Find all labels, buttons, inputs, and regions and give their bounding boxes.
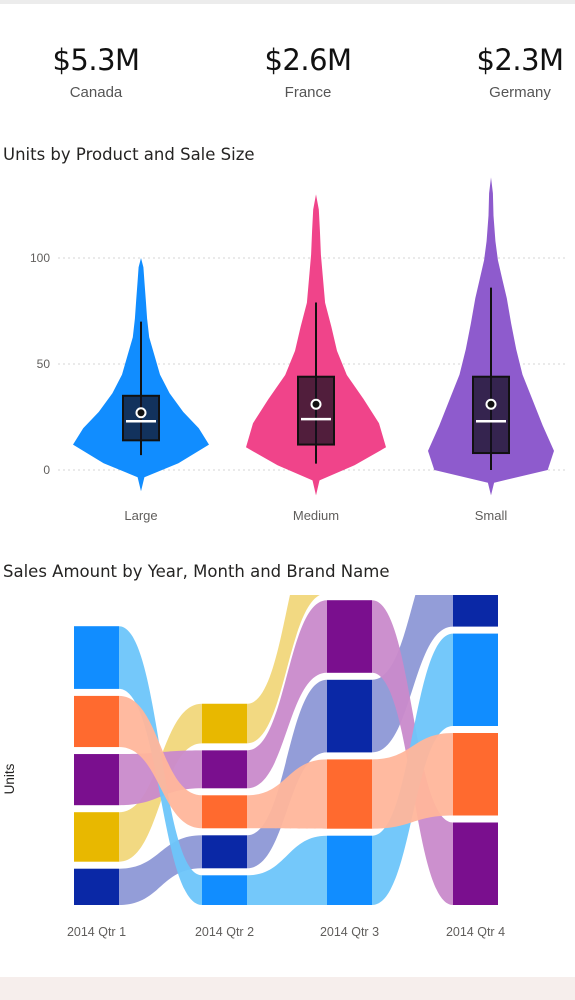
violin-chart[interactable]: 0 50 100 Large Medium Small (0, 170, 575, 540)
x-category-label: Small (475, 508, 508, 523)
kpi-card-germany[interactable]: $2.3M Germany (440, 40, 575, 101)
box-iqr (297, 375, 335, 446)
ribbon-segment (327, 835, 372, 905)
ribbon-segment (202, 750, 247, 789)
ribbon-band (372, 733, 453, 829)
kpi-card-france[interactable]: $2.6M France (228, 40, 388, 101)
x-category-label: 2014 Qtr 3 (320, 925, 379, 939)
ribbon-segment (202, 703, 247, 744)
kpi-value: $2.3M (476, 43, 564, 77)
y-tick-label: 100 (30, 251, 50, 265)
ribbon-segment (202, 875, 247, 905)
x-category-label: 2014 Qtr 1 (67, 925, 126, 939)
ribbon-segment (327, 679, 372, 753)
ribbon-band (372, 595, 453, 753)
ribbon-segment (453, 822, 498, 905)
y-tick-label: 0 (43, 463, 50, 477)
kpi-label: Canada (69, 84, 123, 101)
ribbon-band (247, 835, 327, 905)
ribbon-segment (74, 812, 119, 862)
ribbon-segment (327, 600, 372, 673)
y-axis-label: Units (2, 763, 17, 794)
top-divider (0, 0, 575, 4)
kpi-label: Germany (489, 84, 551, 101)
ribbon-segment (74, 868, 119, 905)
ribbon-segment (74, 695, 119, 748)
ribbon-segment (327, 759, 372, 829)
mean-marker (485, 398, 497, 410)
mean-marker (135, 407, 147, 419)
ribbon-segment (453, 633, 498, 726)
ribbon-segment (202, 835, 247, 869)
ribbon-band (247, 595, 320, 744)
ribbon-segment (453, 595, 498, 627)
ribbon-band (247, 759, 327, 829)
page-footer-bar (0, 977, 575, 1000)
violin-chart-title: Units by Product and Sale Size (3, 145, 255, 164)
ribbon-chart-title: Sales Amount by Year, Month and Brand Na… (3, 562, 390, 581)
ribbon-band (119, 695, 202, 829)
x-category-label: Medium (293, 508, 339, 523)
ribbon-segment (74, 626, 119, 689)
ribbon-segment (453, 733, 498, 816)
kpi-card-canada[interactable]: $5.3M Canada (16, 40, 176, 101)
kpi-row: $5.3M Canada $2.6M France $2.3M Germany (0, 40, 575, 120)
ribbon-segment (74, 754, 119, 806)
kpi-label: France (284, 84, 332, 101)
x-category-label: 2014 Qtr 4 (446, 925, 505, 939)
y-tick-label: 50 (37, 357, 51, 371)
box-iqr (472, 375, 510, 455)
kpi-value: $2.6M (264, 43, 352, 77)
x-category-label: Large (124, 508, 157, 523)
ribbon-chart[interactable]: 2014 Qtr 1 2014 Qtr 2 2014 Qtr 3 2014 Qtr 4… (0, 595, 575, 955)
ribbon-band (247, 600, 327, 789)
kpi-value: $5.3M (52, 43, 140, 77)
x-category-label: 2014 Qtr 2 (195, 925, 254, 939)
ribbon-segment (202, 795, 247, 829)
mean-marker (310, 398, 322, 410)
